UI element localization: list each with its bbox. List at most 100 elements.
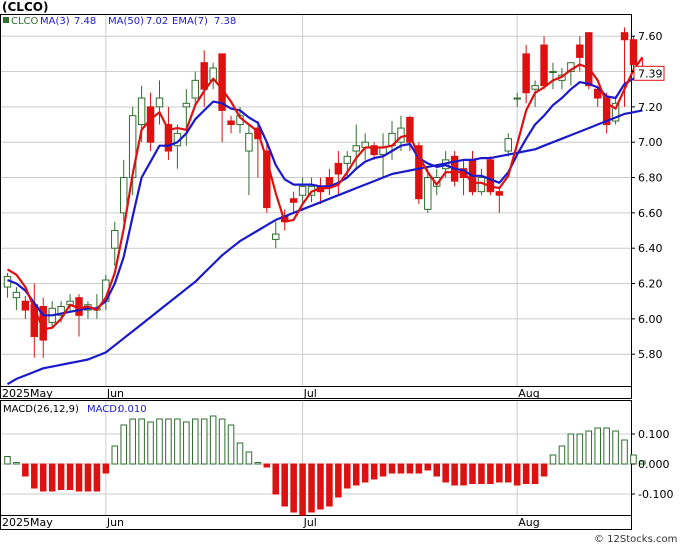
macd-bar-negative [433, 463, 441, 477]
candle-up [12, 291, 21, 299]
macd-bar-negative [504, 463, 512, 483]
price-panel-frame [0, 14, 632, 387]
legend-name-ma3: MA(3) [40, 16, 70, 27]
candle-down [21, 300, 30, 311]
macd-bar-positive [227, 424, 235, 465]
macd-bar-negative [478, 463, 485, 484]
candle-up [504, 138, 512, 152]
price-y-tick-label: 6.20 [638, 278, 663, 291]
candle-down [227, 120, 235, 126]
macd-bar-negative [31, 463, 38, 489]
candle-down [585, 32, 593, 87]
macd-x-label: Aug [518, 516, 539, 529]
macd-bar-negative [424, 463, 432, 471]
macd-bar-positive [236, 442, 244, 465]
last-price-badge-bg [633, 65, 665, 81]
legend-value-ma50: 7.02 [146, 16, 168, 27]
candle-down [576, 44, 584, 58]
macd-bar-positive [630, 454, 637, 465]
macd-bar-negative [460, 463, 467, 486]
price-y-tick-label: 6.00 [638, 313, 663, 326]
macd-bar-positive [191, 418, 199, 465]
last-price-badge: 7.39 [633, 65, 665, 81]
price-x-axis: 2025May Jun Jul Aug [2, 387, 540, 400]
macd-bar-positive [174, 418, 181, 465]
macd-legend-label: MACD: [87, 404, 120, 415]
candle-down [289, 198, 298, 203]
macd-bar-negative [326, 463, 333, 507]
candle-down [495, 191, 504, 196]
legend-name-ma50: MA(50) [108, 16, 144, 27]
candle-up [120, 177, 128, 214]
ma3-line [6, 56, 644, 331]
price-y-axis: 7.607.407.207.006.806.606.406.206.005.80 [631, 30, 663, 361]
macd-y-axis: 0.100 0.000 -0.100 [631, 428, 673, 501]
macd-bar-positive [111, 445, 119, 465]
candle-down [602, 97, 611, 126]
macd-bar-negative [281, 463, 288, 507]
macd-bar-negative [344, 463, 351, 489]
macd-bar-negative [370, 463, 378, 480]
price-x-label: Jun [106, 387, 124, 400]
candle-down [334, 162, 343, 175]
macd-bar-positive [612, 430, 619, 465]
macd-bar-negative [299, 463, 306, 516]
macd-bar-positive [245, 451, 253, 465]
candle-up [424, 177, 432, 210]
macd-x-axis: 2025May Jun Jul Aug [2, 516, 540, 529]
price-x-label: 2025May [2, 387, 53, 400]
macd-bar-positive [576, 433, 584, 465]
macd-bar-positive [567, 433, 575, 465]
candle-up [111, 230, 119, 249]
legend-name-clco: CLCO [11, 16, 39, 27]
macd-bar-positive [209, 415, 217, 465]
macd-bar-negative [22, 463, 29, 477]
candle-up [513, 97, 521, 100]
candle-up [549, 71, 557, 74]
macd-bar-negative [335, 463, 342, 498]
macd-y-tick-label: 0.000 [638, 458, 670, 471]
candle-down [540, 44, 548, 87]
macd-bar-negative [522, 463, 530, 484]
macd-bar-negative [57, 463, 65, 490]
candle-down [522, 53, 530, 94]
macd-bar-negative [388, 463, 396, 474]
macd-bar-positive [129, 418, 136, 465]
price-y-tick-label: 6.80 [638, 172, 663, 185]
macd-bar-positive [218, 418, 226, 465]
macd-bar-negative [39, 463, 47, 492]
candle-up [611, 102, 620, 122]
macd-bar-negative [66, 463, 74, 490]
macd-bar-positive [603, 427, 610, 465]
price-x-label: Aug [518, 387, 539, 400]
candle-down [200, 62, 208, 90]
macd-x-label: Jun [106, 516, 124, 529]
macd-bar-positive [138, 418, 145, 465]
macd-bar-negative [513, 463, 521, 486]
price-y-tick-label: 6.40 [638, 242, 663, 255]
macd-bar-negative [84, 463, 92, 492]
last-price-badge-text: 7.39 [638, 67, 663, 80]
macd-bar-positive [549, 454, 557, 465]
ma50-line [6, 109, 643, 386]
candle-down [620, 32, 629, 41]
macd-panel-frame [0, 400, 632, 516]
macd-bar-negative [290, 463, 297, 513]
macd-bar-negative [496, 463, 503, 483]
candle-up [343, 155, 352, 164]
candle-down [218, 53, 226, 111]
macd-bar-positive [13, 462, 20, 465]
price-x-label: Jul [303, 387, 317, 400]
price-y-tick-label: 7.60 [638, 30, 663, 43]
candle-down [406, 116, 414, 143]
candle-down [629, 39, 638, 65]
candle-up [272, 233, 280, 240]
macd-bar-negative [540, 463, 548, 477]
candle-up [137, 97, 146, 126]
macd-bar-negative [352, 463, 360, 486]
macd-y-tick-label: -0.100 [638, 488, 673, 501]
legend-value-ema7: 7.38 [214, 16, 236, 27]
macd-legend: MACD(26,12,9) MACD: 0.010 [3, 404, 147, 415]
legend-swatch-clco [3, 17, 9, 23]
watermark: © 12Stocks.com [594, 534, 677, 545]
